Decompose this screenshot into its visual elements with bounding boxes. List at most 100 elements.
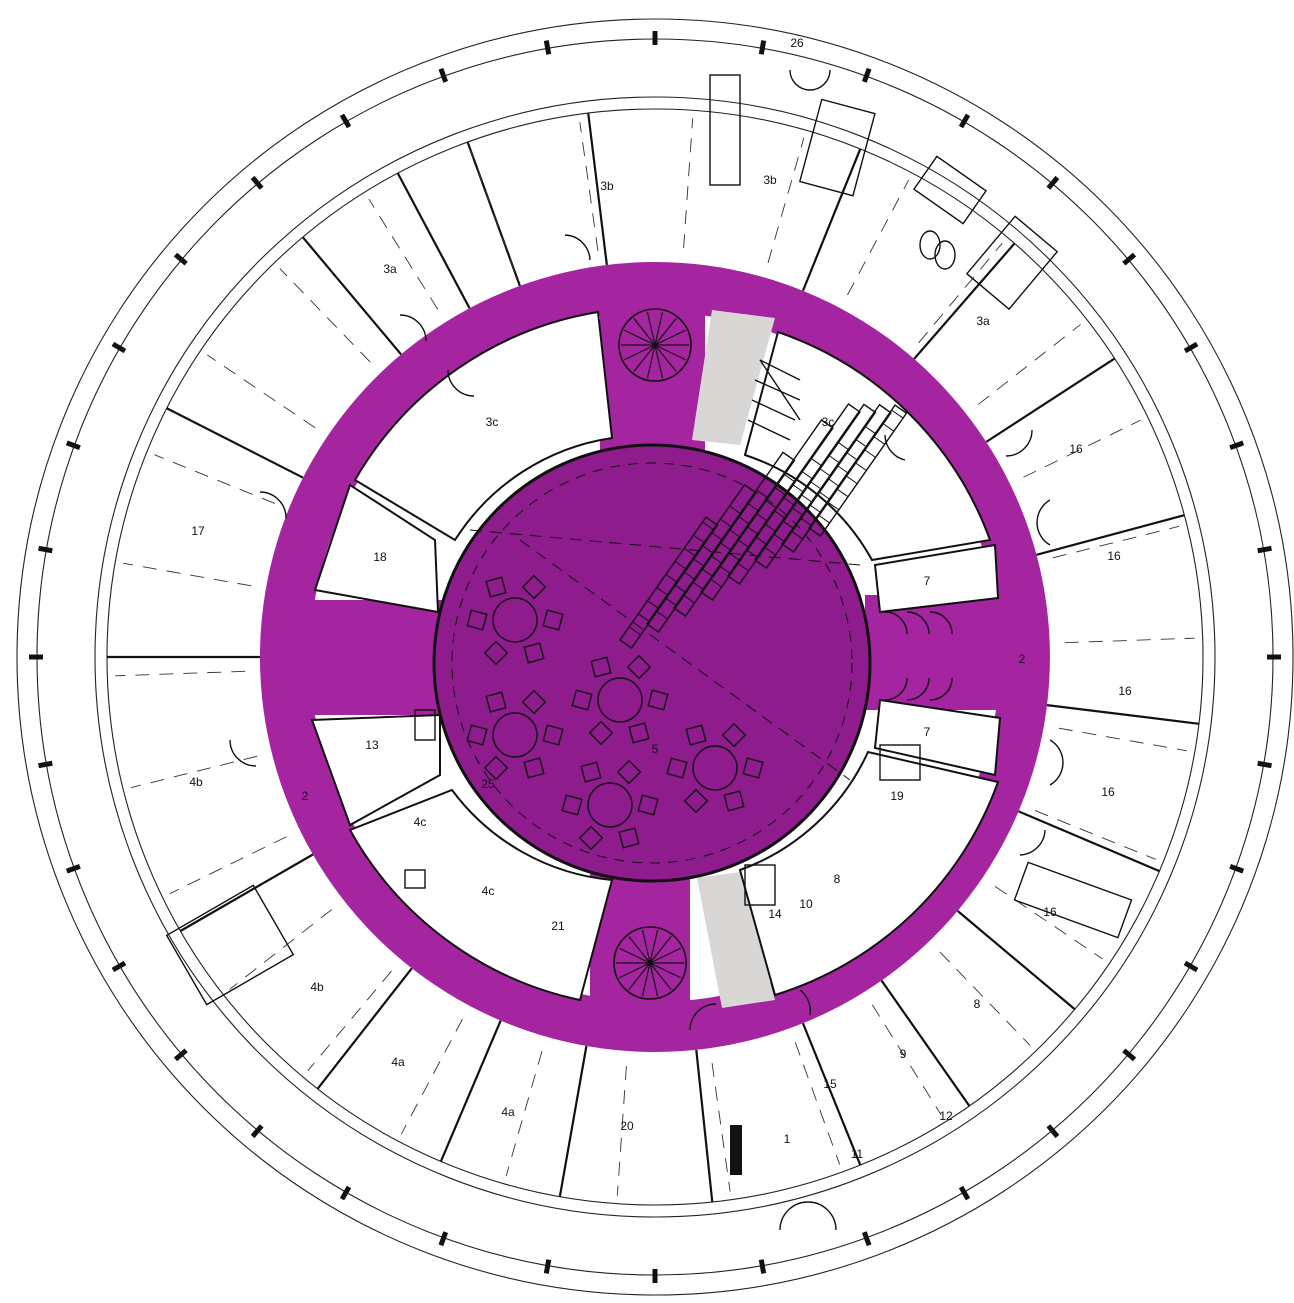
window-mark: [1257, 545, 1272, 554]
label-room-2-right: 2: [1019, 652, 1026, 666]
chair: [466, 724, 488, 746]
room-axis-dash: [1023, 419, 1141, 478]
facade-window-marks: [29, 31, 1281, 1283]
window-mark: [339, 113, 352, 129]
hall-divider-line: [469, 529, 861, 566]
label-room-7-upper: 7: [924, 574, 931, 588]
chair: [616, 759, 642, 785]
chair: [683, 788, 709, 814]
chair: [523, 642, 545, 664]
room-partitions: [107, 112, 1200, 1203]
seat-row: [673, 451, 796, 618]
spoke-north: [600, 300, 705, 450]
chair: [742, 757, 764, 779]
label-room-17: 17: [191, 524, 205, 538]
partition-wall: [587, 112, 608, 266]
label-room-3c-left: 3c: [486, 415, 499, 429]
stair-strip-north: [692, 310, 775, 445]
window-mark: [1183, 341, 1199, 354]
label-room-21: 21: [551, 919, 565, 933]
room-18: [313, 483, 440, 614]
partition-wall: [1018, 810, 1160, 873]
chair: [723, 790, 745, 812]
window-mark: [1046, 175, 1060, 190]
label-room-11: 11: [851, 1147, 864, 1161]
room-axis-dash: [169, 836, 287, 895]
room-axis-dash: [123, 562, 252, 587]
seat-row: [727, 403, 861, 586]
label-room-3b-left: 3b: [600, 179, 614, 193]
chair: [590, 656, 612, 678]
chair: [483, 640, 509, 666]
room-axis-dash: [579, 122, 599, 252]
chair: [485, 576, 507, 598]
chair: [588, 720, 614, 746]
room-furniture: [165, 74, 1133, 1175]
seat-row: [700, 419, 834, 602]
room-axis-dash: [368, 198, 439, 310]
dining-tables: [466, 574, 764, 851]
room-7-lower: [873, 698, 1002, 777]
chair: [721, 722, 747, 748]
chair: [637, 794, 659, 816]
partition-wall: [439, 1020, 502, 1162]
room-axis-dash: [939, 951, 1031, 1046]
window-mark: [38, 760, 53, 769]
seat-row: [808, 404, 908, 538]
window-mark: [38, 545, 53, 554]
chair: [542, 609, 564, 631]
label-room-3b-right: 3b: [763, 173, 777, 187]
window-mark: [1183, 960, 1199, 973]
window-mark: [438, 1231, 449, 1247]
room-axis-dash: [994, 885, 1103, 960]
partition-wall: [913, 242, 1016, 360]
label-room-2-left: 2: [302, 789, 309, 803]
partition-wall: [166, 407, 304, 479]
label-room-12: 12: [939, 1109, 953, 1123]
chair: [542, 724, 564, 746]
seat-row: [754, 403, 877, 570]
window-mark: [758, 1259, 767, 1274]
seat-row: [781, 403, 892, 554]
room-axis-dash: [767, 137, 805, 264]
rooms-4c-21: [348, 788, 614, 1002]
window-mark: [111, 960, 127, 973]
partition-wall: [179, 853, 314, 932]
hall-inner-dash: [451, 462, 853, 864]
room-axis-dash: [1058, 727, 1187, 752]
label-room-4a-left: 4a: [391, 1055, 405, 1069]
chair: [685, 724, 707, 746]
window-mark: [958, 113, 971, 129]
label-room-3a-left: 3a: [383, 262, 397, 276]
label-room-10: 10: [799, 897, 813, 911]
partition-wall: [985, 357, 1116, 443]
window-mark: [1122, 1048, 1137, 1062]
hall-diagonal-line: [519, 539, 851, 781]
window-mark: [65, 440, 81, 451]
room-7-upper: [873, 543, 1000, 614]
entrance-column: [730, 1125, 742, 1175]
room-axis-dash: [1064, 637, 1195, 644]
window-mark: [543, 1259, 552, 1274]
room-axis-dash: [918, 243, 1003, 344]
partition-wall: [558, 1045, 588, 1197]
spiral-stair-south: [613, 926, 687, 1000]
chair: [628, 722, 650, 744]
stair-strip-south: [697, 872, 775, 1008]
label-room-4b-upper: 4b: [189, 775, 203, 789]
label-room-16-b: 16: [1107, 549, 1121, 563]
label-room-1: 1: [784, 1132, 791, 1146]
partition-wall: [301, 236, 402, 356]
window-mark: [250, 175, 264, 190]
label-room-7-lower: 7: [924, 725, 931, 739]
room-axis-dash: [794, 1042, 841, 1165]
label-room-18: 18: [373, 550, 387, 564]
room-axis-dash: [307, 970, 392, 1071]
label-room-16-e: 16: [1043, 905, 1057, 919]
window-mark: [1257, 760, 1272, 769]
partition-wall: [1046, 704, 1200, 725]
window-mark: [861, 67, 872, 83]
window-mark: [1229, 863, 1245, 874]
round-table: [466, 689, 564, 781]
